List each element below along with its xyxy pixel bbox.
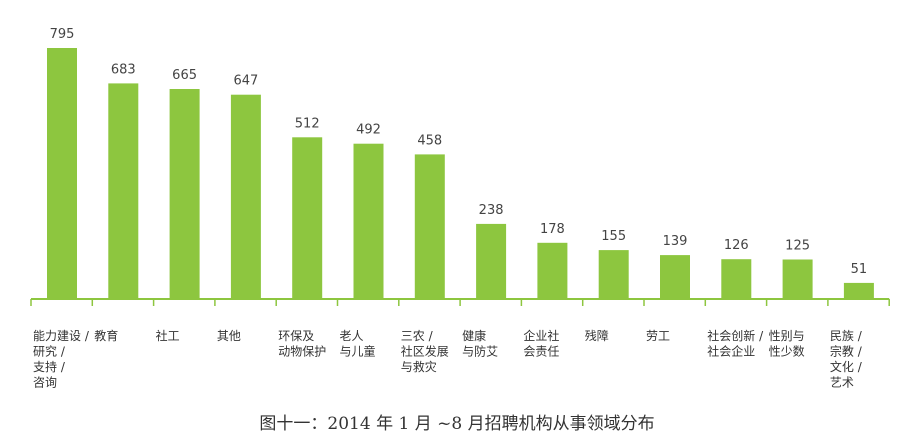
- category-label-line: 其他: [217, 329, 241, 343]
- category-label-line: 能力建设 /: [33, 329, 90, 343]
- category-label-line: 三农 /: [401, 329, 434, 343]
- category-label: 民族 /宗教 /文化 / 艺术: [830, 329, 863, 390]
- category-label-line: 民族 /: [830, 329, 863, 343]
- data-label: 492: [356, 123, 381, 138]
- bar: [537, 242, 568, 299]
- category-label: 教育: [94, 328, 118, 343]
- data-label: 155: [601, 229, 626, 244]
- category-label: 三农 /社区发展与救灾: [401, 329, 449, 374]
- category-label-line: 咨询: [33, 375, 57, 390]
- data-label: 683: [111, 62, 136, 77]
- category-label-line: 宗教 /: [830, 344, 863, 359]
- data-label: 178: [540, 222, 565, 237]
- category-label-line: 会责任: [523, 345, 559, 359]
- bar: [414, 154, 445, 299]
- data-label: 458: [417, 133, 442, 148]
- data-label: 795: [50, 27, 75, 42]
- bar: [108, 83, 139, 300]
- category-label-line: 文化 /: [830, 359, 863, 374]
- bar: [230, 94, 261, 299]
- category-label: 能力建设 /研究 /支持 /咨询: [33, 329, 90, 390]
- data-label: 51: [851, 262, 868, 277]
- category-label-line: 社会创新 /: [707, 328, 764, 343]
- category-label-line: 性少数: [769, 344, 805, 359]
- data-label: 125: [785, 239, 810, 254]
- category-label: 性别与性少数: [769, 329, 805, 359]
- category-label: 社工: [156, 328, 180, 343]
- data-label: 647: [233, 74, 258, 89]
- category-label-line: 艺术: [830, 376, 854, 390]
- category-label-line: 教育: [94, 328, 118, 343]
- category-label-line: 环保及: [278, 329, 314, 343]
- bars-group: [47, 48, 874, 300]
- data-label: 126: [724, 238, 749, 253]
- category-label: 老人与儿童: [340, 329, 376, 359]
- bar: [47, 48, 77, 299]
- bar: [598, 250, 629, 299]
- chart-title: 图十一：2014 年 1 月 ~8 月招聘机构从事领域分布: [259, 414, 655, 434]
- bar: [169, 89, 200, 299]
- bar: [353, 143, 384, 299]
- category-label: 企业社会责任: [523, 328, 559, 359]
- category-label-line: 与救灾: [401, 359, 437, 374]
- category-label-line: 支持 /: [33, 359, 66, 374]
- data-label: 139: [663, 234, 688, 249]
- category-label-line: 动物保护: [278, 345, 326, 359]
- bar: [843, 282, 874, 299]
- category-label-line: 残障: [585, 328, 609, 343]
- category-label-line: 健康: [462, 328, 486, 343]
- bar: [660, 255, 690, 299]
- category-label-line: 社会企业: [707, 344, 755, 359]
- data-label: 512: [295, 116, 320, 131]
- category-label-line: 性别与: [769, 329, 805, 343]
- category-label-line: 劳工: [646, 329, 670, 343]
- category-label-line: 研究 /: [33, 344, 66, 359]
- category-label-line: 企业社: [523, 328, 559, 343]
- data-label: 238: [479, 203, 504, 218]
- category-label: 环保及动物保护: [278, 329, 326, 359]
- category-label: 残障: [585, 328, 609, 343]
- category-label: 其他: [217, 329, 241, 343]
- bar: [782, 259, 813, 299]
- bar: [721, 259, 752, 299]
- bar: [476, 223, 507, 299]
- category-label-line: 与防艾: [462, 344, 498, 359]
- bar: [292, 137, 323, 299]
- value-labels-group: 795 683 665 647 512 492 458 238 178 155 139 126 125 5…: [50, 27, 868, 277]
- category-label: 健康与防艾: [462, 328, 498, 359]
- data-label: 665: [172, 68, 197, 83]
- category-label: 社会创新 /社会企业: [707, 328, 764, 359]
- category-label-line: 老人: [340, 329, 364, 343]
- category-label: 劳工: [646, 329, 670, 343]
- category-label-line: 社工: [156, 328, 180, 343]
- category-label-line: 社区发展: [401, 344, 449, 359]
- category-label-line: 与儿童: [340, 344, 376, 359]
- x-axis: [30, 298, 890, 306]
